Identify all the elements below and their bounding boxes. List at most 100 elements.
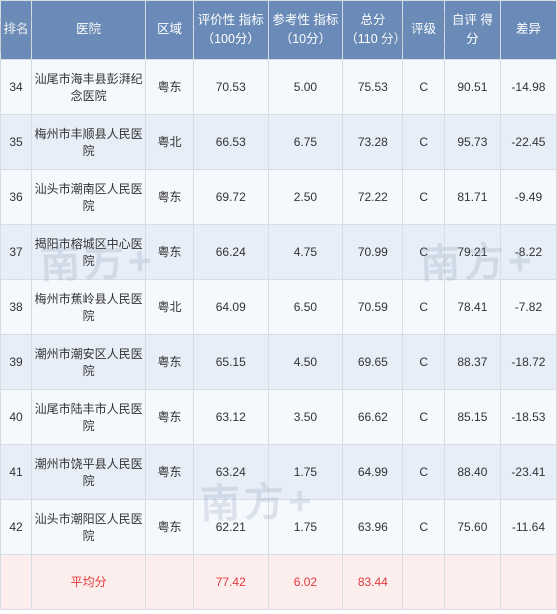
cell-ref: 6.50	[268, 279, 343, 334]
cell-eval: 66.53	[193, 114, 268, 169]
cell-eval: 64.09	[193, 279, 268, 334]
cell-grade: C	[403, 499, 444, 554]
table-row: 40汕尾市陆丰市人民医院粤东63.123.5066.62C85.15-18.53	[1, 389, 557, 444]
table-row: 41潮州市饶平县人民医院粤东63.241.7564.99C88.40-23.41	[1, 444, 557, 499]
cell-diff: -18.53	[500, 389, 556, 444]
cell-total: 69.65	[343, 334, 403, 389]
cell-ref: 2.50	[268, 169, 343, 224]
cell-grade	[403, 554, 444, 609]
cell-total: 83.44	[343, 554, 403, 609]
cell-total: 66.62	[343, 389, 403, 444]
header-self-score: 自评 得分	[444, 1, 500, 60]
cell-total: 70.59	[343, 279, 403, 334]
cell-self: 79.21	[444, 224, 500, 279]
table-body: 34汕尾市海丰县彭湃纪念医院粤东70.535.0075.53C90.51-14.…	[1, 59, 557, 609]
cell-hospital: 潮州市饶平县人民医院	[32, 444, 146, 499]
table-header: 排名 医院 区域 评价性 指标 （100分） 参考性 指标 （10分） 总分 （…	[1, 1, 557, 60]
cell-eval: 65.15	[193, 334, 268, 389]
cell-diff: -7.82	[500, 279, 556, 334]
cell-ref: 1.75	[268, 499, 343, 554]
cell-region: 粤东	[146, 59, 194, 114]
table-row: 34汕尾市海丰县彭湃纪念医院粤东70.535.0075.53C90.51-14.…	[1, 59, 557, 114]
cell-diff: -11.64	[500, 499, 556, 554]
cell-ref: 4.50	[268, 334, 343, 389]
cell-ref: 1.75	[268, 444, 343, 499]
cell-region: 粤东	[146, 334, 194, 389]
cell-grade: C	[403, 279, 444, 334]
cell-self: 78.41	[444, 279, 500, 334]
cell-rank: 42	[1, 499, 32, 554]
cell-eval: 66.24	[193, 224, 268, 279]
cell-hospital: 潮州市潮安区人民医院	[32, 334, 146, 389]
cell-rank: 40	[1, 389, 32, 444]
cell-grade: C	[403, 224, 444, 279]
cell-diff: -14.98	[500, 59, 556, 114]
cell-eval: 63.24	[193, 444, 268, 499]
cell-total: 70.99	[343, 224, 403, 279]
cell-hospital: 平均分	[32, 554, 146, 609]
cell-rank: 35	[1, 114, 32, 169]
cell-ref: 6.02	[268, 554, 343, 609]
cell-diff: -22.45	[500, 114, 556, 169]
cell-grade: C	[403, 169, 444, 224]
cell-rank: 34	[1, 59, 32, 114]
cell-grade: C	[403, 114, 444, 169]
cell-rank: 39	[1, 334, 32, 389]
table-row: 36汕头市潮南区人民医院粤东69.722.5072.22C81.71-9.49	[1, 169, 557, 224]
cell-diff: -8.22	[500, 224, 556, 279]
cell-grade: C	[403, 59, 444, 114]
table-row: 42汕头市潮阳区人民医院粤东62.211.7563.96C75.60-11.64	[1, 499, 557, 554]
cell-ref: 4.75	[268, 224, 343, 279]
cell-eval: 69.72	[193, 169, 268, 224]
cell-rank: 36	[1, 169, 32, 224]
cell-region: 粤东	[146, 499, 194, 554]
cell-diff: -9.49	[500, 169, 556, 224]
cell-total: 72.22	[343, 169, 403, 224]
cell-self: 90.51	[444, 59, 500, 114]
cell-diff: -23.41	[500, 444, 556, 499]
header-ref-score: 参考性 指标 （10分）	[268, 1, 343, 60]
cell-self: 85.15	[444, 389, 500, 444]
cell-rank: 37	[1, 224, 32, 279]
cell-rank: 41	[1, 444, 32, 499]
cell-region: 粤东	[146, 444, 194, 499]
cell-region: 粤东	[146, 224, 194, 279]
header-grade: 评级	[403, 1, 444, 60]
cell-rank: 38	[1, 279, 32, 334]
cell-hospital: 梅州市丰顺县人民医院	[32, 114, 146, 169]
table-container: 南方+ 南方+ 南方+ 南方+ 南方+ 排名 医院 区域 评价性 指标 （100…	[0, 0, 557, 610]
average-row: 平均分 77.426.0283.44	[1, 554, 557, 609]
table-row: 35梅州市丰顺县人民医院粤北66.536.7573.28C95.73-22.45	[1, 114, 557, 169]
cell-eval: 77.42	[193, 554, 268, 609]
cell-total: 73.28	[343, 114, 403, 169]
cell-region: 粤北	[146, 279, 194, 334]
cell-hospital: 汕尾市陆丰市人民医院	[32, 389, 146, 444]
cell-eval: 70.53	[193, 59, 268, 114]
cell-grade: C	[403, 389, 444, 444]
cell-hospital: 汕尾市海丰县彭湃纪念医院	[32, 59, 146, 114]
cell-self	[444, 554, 500, 609]
cell-hospital: 汕头市潮阳区人民医院	[32, 499, 146, 554]
cell-ref: 6.75	[268, 114, 343, 169]
cell-diff	[500, 554, 556, 609]
cell-ref: 3.50	[268, 389, 343, 444]
cell-region	[146, 554, 194, 609]
table-row: 38梅州市蕉岭县人民医院粤北64.096.5070.59C78.41-7.82	[1, 279, 557, 334]
cell-total: 63.96	[343, 499, 403, 554]
cell-grade: C	[403, 334, 444, 389]
cell-self: 75.60	[444, 499, 500, 554]
header-diff: 差异	[500, 1, 556, 60]
table-row: 37揭阳市榕城区中心医院粤东66.244.7570.99C79.21-8.22	[1, 224, 557, 279]
cell-hospital: 揭阳市榕城区中心医院	[32, 224, 146, 279]
header-eval-score: 评价性 指标 （100分）	[193, 1, 268, 60]
cell-eval: 63.12	[193, 389, 268, 444]
cell-hospital: 汕头市潮南区人民医院	[32, 169, 146, 224]
cell-self: 88.37	[444, 334, 500, 389]
cell-region: 粤北	[146, 114, 194, 169]
hospital-ranking-table: 排名 医院 区域 评价性 指标 （100分） 参考性 指标 （10分） 总分 （…	[0, 0, 557, 610]
header-rank: 排名	[1, 1, 32, 60]
header-total: 总分 （110 分）	[343, 1, 403, 60]
cell-self: 95.73	[444, 114, 500, 169]
cell-hospital: 梅州市蕉岭县人民医院	[32, 279, 146, 334]
cell-total: 64.99	[343, 444, 403, 499]
